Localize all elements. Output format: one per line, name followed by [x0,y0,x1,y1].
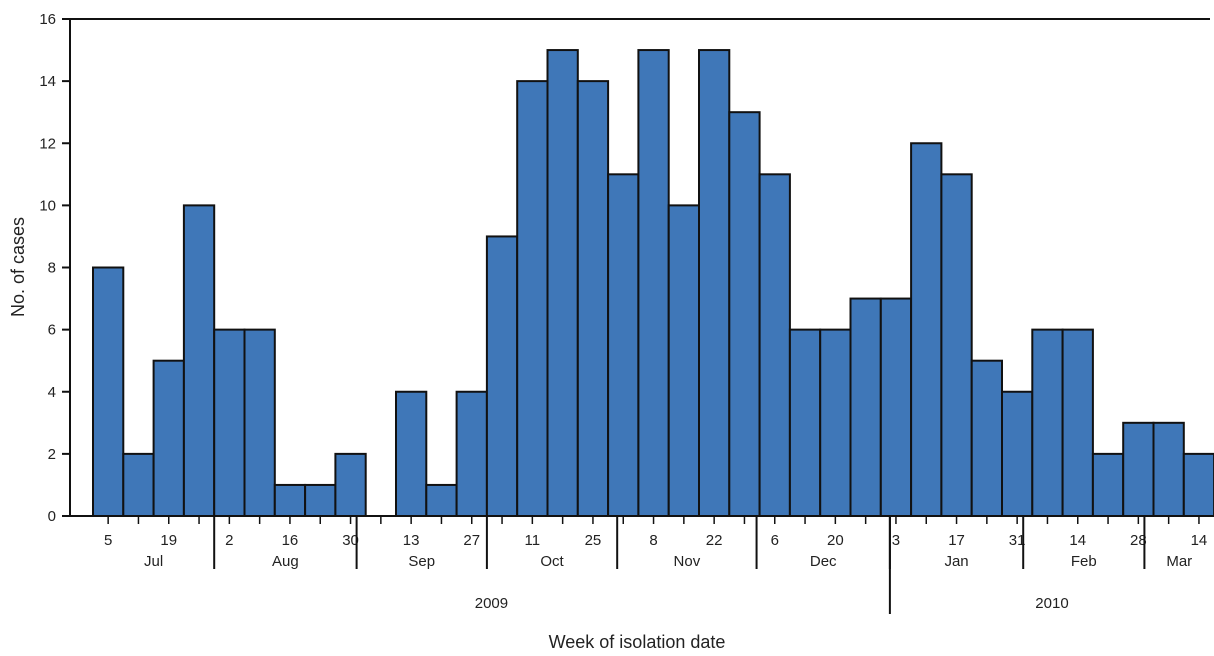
y-tick-label: 14 [39,73,56,90]
y-tick-label: 10 [39,197,56,214]
bar [637,49,670,517]
x-week-label: 28 [1130,532,1147,549]
x-week-label: 6 [771,532,779,549]
x-week-label: 14 [1069,532,1086,549]
bar [970,359,1004,517]
y-tick-label: 8 [48,260,56,277]
bar [304,483,337,517]
bar [516,80,549,517]
x-month-label: Feb [1071,553,1097,570]
x-week-label: 27 [463,532,480,549]
x-week-label: 14 [1191,532,1208,549]
bar [334,452,367,517]
bar [213,328,246,517]
bar [182,204,216,517]
x-month-label: Mar [1166,553,1192,570]
bar [849,297,882,517]
y-tick-label: 0 [48,508,56,525]
x-week-label: 16 [282,532,299,549]
x-week-label: 3 [892,532,900,549]
bar [1001,390,1034,517]
bar [698,49,731,517]
bar [758,173,791,517]
x-week-label: 8 [649,532,657,549]
bar [425,483,458,517]
bar [1091,452,1125,517]
bar [910,142,943,517]
x-month-label: Jan [944,553,968,570]
bar [819,328,852,517]
x-week-label: 31 [1009,532,1026,549]
bar [1182,452,1214,517]
x-week-label: 20 [827,532,844,549]
bar [940,173,973,517]
x-week-label: 5 [104,532,112,549]
bar [607,173,640,517]
x-month-label: Jul [144,553,163,570]
bar [243,328,276,517]
x-week-label: 30 [342,532,359,549]
bar [1061,328,1094,517]
bar [576,80,610,517]
bar [879,297,913,517]
bar [485,235,519,517]
x-week-label: 22 [706,532,723,549]
x-week-label: 2 [225,532,233,549]
y-tick-label: 2 [48,446,56,463]
x-week-label: 19 [160,532,177,549]
x-week-label: 13 [403,532,420,549]
bar [122,452,155,517]
bar [273,483,307,517]
x-axis-title: Week of isolation date [549,632,726,652]
x-year-label: 2010 [1035,595,1068,612]
y-axis-title: No. of cases [8,217,28,317]
bar [728,111,761,517]
bar [546,49,579,517]
x-month-label: Sep [408,553,435,570]
bar [395,390,428,517]
x-week-label: 25 [585,532,602,549]
x-month-label: Dec [810,553,837,570]
y-tick-label: 4 [48,384,56,401]
y-tick-label: 12 [39,135,56,152]
bar [1031,328,1064,517]
x-month-label: Aug [272,553,299,570]
bar [152,359,185,517]
x-month-label: Oct [540,553,564,570]
bar [788,328,822,517]
bar [92,266,125,517]
bar [667,204,701,517]
x-week-label: 11 [525,532,541,549]
bar [455,390,488,517]
bar [1122,421,1155,517]
x-month-label: Nov [674,553,701,570]
y-tick-label: 6 [48,322,56,339]
x-year-label: 2009 [475,595,508,612]
x-week-label: 17 [948,532,965,549]
y-tick-label: 16 [39,11,56,28]
bar [1152,421,1185,517]
